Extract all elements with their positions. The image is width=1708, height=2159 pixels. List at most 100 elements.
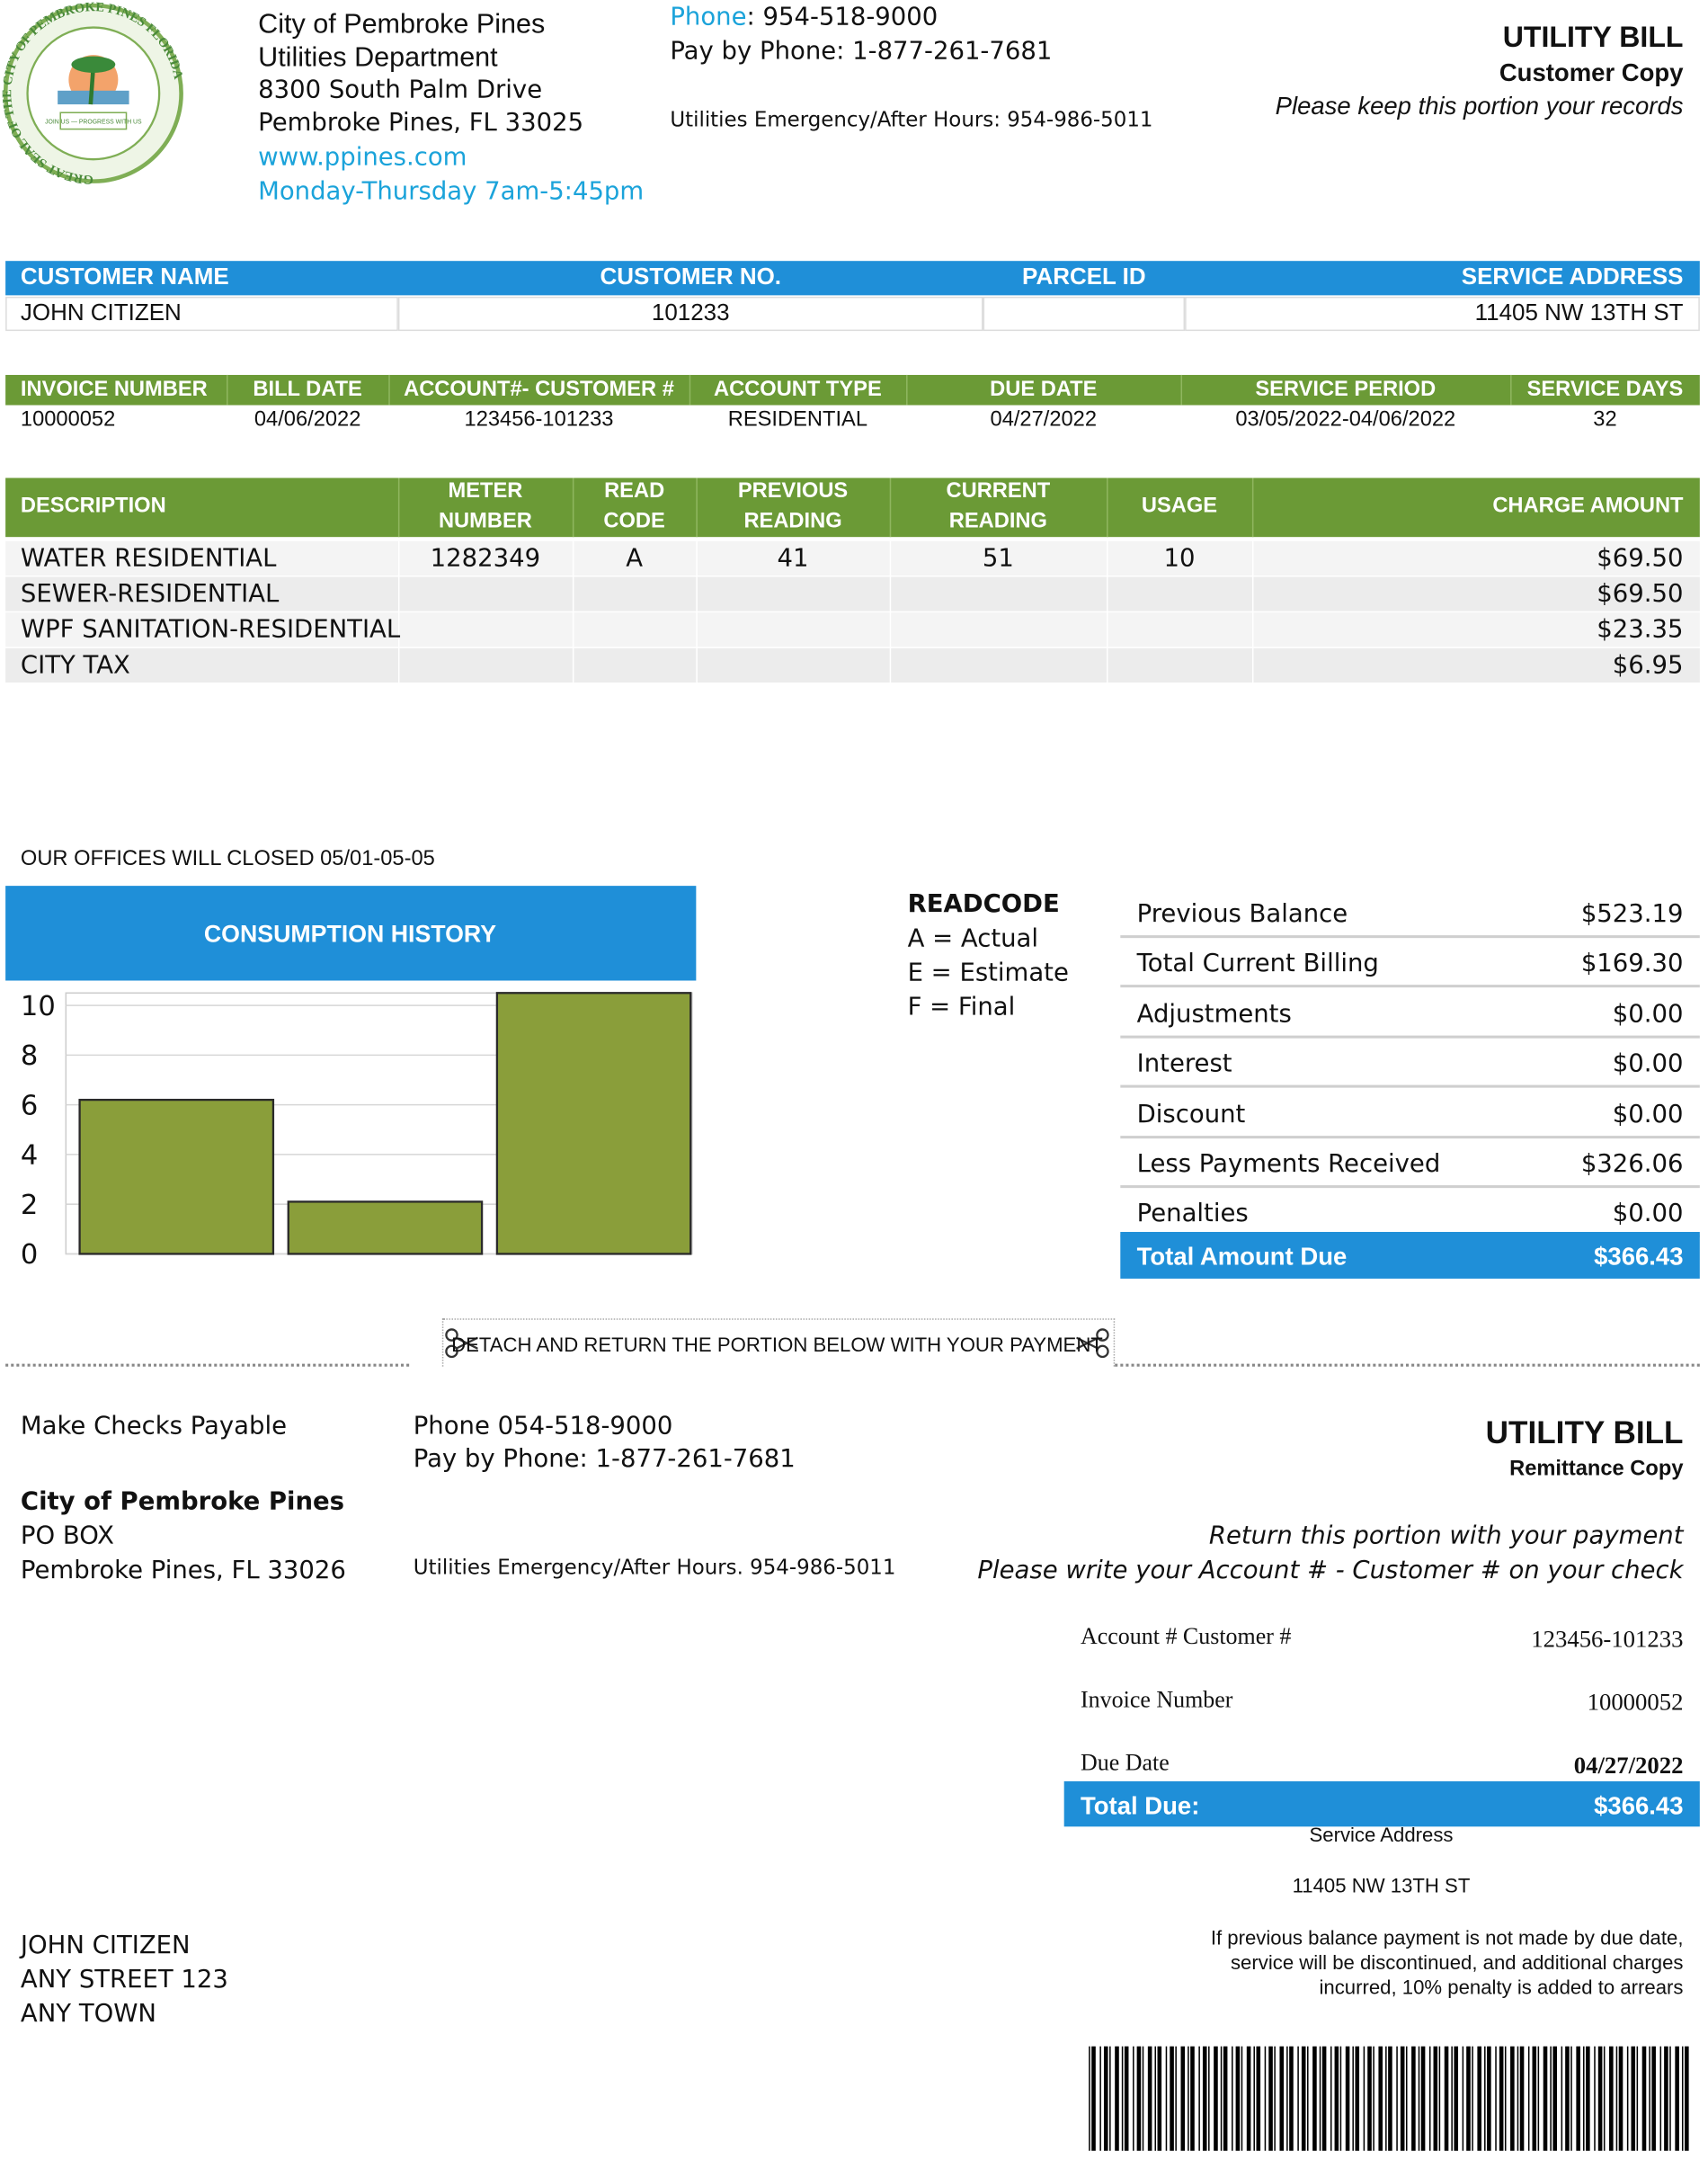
column-header: INVOICE NUMBER (20, 378, 208, 401)
summary-value: $0.00 (1612, 1049, 1684, 1079)
cell: 10000052 (20, 407, 116, 432)
column-divider (696, 477, 698, 538)
barcode-bar (1378, 2046, 1383, 2151)
column-header: USAGE (1141, 494, 1218, 518)
disclaimer-line: If previous balance payment is not made … (1210, 1928, 1684, 1950)
barcode-bar (1121, 2046, 1124, 2151)
barcode-bar (1519, 2046, 1525, 2151)
detach-frame (441, 1318, 1116, 1367)
barcode-bar (1220, 2046, 1223, 2151)
barcode-bar (1256, 2046, 1261, 2151)
summary-value: $0.00 (1612, 999, 1684, 1029)
barcode-bar (1157, 2046, 1162, 2151)
row-background (5, 612, 1700, 647)
barcode-bar (1543, 2046, 1548, 2151)
seal-palm-top (71, 56, 116, 73)
column-header: ACCOUNT#- CUSTOMER # (404, 378, 674, 401)
seal-banner (59, 112, 128, 130)
row-background (5, 540, 1700, 575)
summary-label: Interest (1136, 1049, 1232, 1079)
barcode-bar (1223, 2046, 1228, 2151)
barcode-bar (1188, 2046, 1189, 2151)
summary-value: $0.00 (1612, 1199, 1684, 1229)
remit-instruction: Please write your Account # - Customer #… (977, 1556, 1684, 1585)
cell: 11405 NW 13TH ST (1474, 299, 1684, 326)
total-due-label: Total Due: (1081, 1792, 1200, 1820)
barcode-bar (1659, 2046, 1662, 2151)
payable-label: Make Checks Payable (20, 1412, 288, 1441)
org-line: 8300 South Palm Drive (258, 76, 543, 105)
column-header: CHARGE AMOUNT (1492, 494, 1684, 518)
barcode-bar (1603, 2046, 1606, 2151)
cell: $6.95 (1612, 650, 1684, 681)
disclaimer-line: incurred, 10% penalty is added to arrear… (1319, 1977, 1684, 2000)
barcode-bar (1618, 2046, 1623, 2151)
barcode-bar (1180, 2046, 1186, 2151)
total-bar (1120, 1232, 1700, 1279)
field-value: 10000052 (1587, 1688, 1684, 1716)
field-value: 04/27/2022 (1573, 1751, 1684, 1779)
row-background (5, 576, 1700, 611)
barcode-bar (1241, 2046, 1243, 2151)
bar (78, 1098, 275, 1255)
barcode-bar (1570, 2046, 1572, 2151)
remit-title: UTILITY BILL (1485, 1414, 1684, 1450)
column-divider (1251, 540, 1254, 684)
column-header: NUMBER (438, 509, 532, 533)
barcode-bar (1099, 2046, 1101, 2151)
summary-value: $523.19 (1580, 899, 1684, 929)
org-line: Utilities Department (258, 42, 498, 73)
payee-address: Pembroke Pines, FL 33026 (20, 1556, 346, 1585)
y-tick-label: 6 (21, 1090, 38, 1121)
barcode-bar (1411, 2046, 1416, 2151)
barcode-bar (1147, 2046, 1152, 2151)
cell-border (1185, 296, 1700, 332)
barcode-bar (1388, 2046, 1392, 2151)
remit-pay-by-phone: Pay by Phone: 1-877-261-7681 (413, 1444, 796, 1474)
barcode-bar (1586, 2046, 1590, 2151)
barcode-bar (1264, 2046, 1267, 2151)
barcode-bar (1420, 2046, 1426, 2151)
summary-label: Total Current Billing (1136, 949, 1379, 979)
column-header: CURRENT (946, 479, 1051, 504)
cell: 41 (777, 543, 809, 573)
customer-address-line: ANY TOWN (20, 1999, 156, 2029)
readcode-line: F = Final (907, 993, 1016, 1022)
y-tick-label: 10 (21, 991, 56, 1022)
bar (495, 992, 692, 1255)
cell-border (983, 296, 1186, 332)
barcode-bar (1109, 2046, 1111, 2151)
column-header: DUE DATE (990, 378, 1098, 401)
column-header: METER (448, 479, 523, 504)
customer-header-bar (5, 261, 1700, 296)
barcode-bar (1454, 2046, 1459, 2151)
summary-label: Penalties (1136, 1199, 1249, 1229)
barcode-bar (1373, 2046, 1374, 2151)
column-header: BILL DATE (253, 378, 362, 401)
payee-address: PO BOX (20, 1521, 114, 1551)
emergency-phone: Utilities Emergency/After Hours: 954-986… (670, 107, 1153, 132)
seal-water (58, 90, 129, 105)
barcode-bar (1594, 2046, 1596, 2151)
total-due-value: $366.43 (1594, 1792, 1684, 1820)
barcode-bar (1170, 2046, 1174, 2151)
barcode-bar (1175, 2046, 1177, 2151)
column-header: DESCRIPTION (20, 494, 166, 518)
barcode-bar (1664, 2046, 1668, 2151)
copy-label: Customer Copy (1499, 58, 1684, 87)
summary-value: $326.06 (1580, 1149, 1684, 1179)
barcode-bar (1089, 2046, 1090, 2151)
barcode-bar (1268, 2046, 1273, 2151)
scissors-right (1075, 1326, 1109, 1360)
summary-label: Less Payments Received (1136, 1149, 1441, 1179)
barcode-bar (1626, 2046, 1629, 2151)
bill-title: UTILITY BILL (1502, 22, 1684, 54)
barcode-bar (1462, 2046, 1464, 2151)
cell: 51 (982, 543, 1014, 573)
barcode-bar (1202, 2046, 1207, 2151)
barcode-bar (1115, 2046, 1119, 2151)
column-header: SERVICE DAYS (1526, 378, 1684, 401)
y-tick-label: 0 (21, 1239, 38, 1271)
column-divider (696, 540, 698, 684)
barcode-bar (1124, 2046, 1129, 2151)
